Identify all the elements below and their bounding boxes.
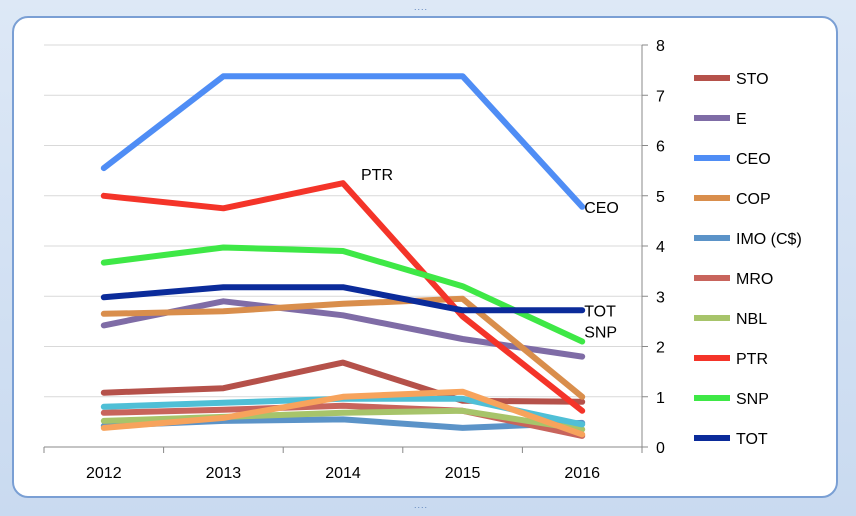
legend-label: E <box>736 111 747 128</box>
y-tick-label: 4 <box>656 239 665 256</box>
y-tick-label: 7 <box>656 88 665 105</box>
annotation-ptr: PTR <box>361 167 393 184</box>
series-line-snp <box>100 244 586 345</box>
legend-label: IMO (C$) <box>736 231 802 248</box>
legend-label: STO <box>736 71 769 88</box>
x-tick-label: 2012 <box>86 465 122 482</box>
legend-label: NBL <box>736 311 767 328</box>
y-tick-label: 1 <box>656 390 665 407</box>
y-tick-label: 8 <box>656 38 665 55</box>
y-tick-label: 6 <box>656 139 665 156</box>
y-tick-label: 0 <box>656 440 665 457</box>
x-tick-label: 2016 <box>564 465 600 482</box>
y-tick-label: 2 <box>656 340 665 357</box>
y-tick-label: 3 <box>656 289 665 306</box>
legend-label: COP <box>736 191 771 208</box>
series-line-ptr <box>100 180 586 414</box>
legend-label: SNP <box>736 391 769 408</box>
annotation-ceo: CEO <box>584 200 619 217</box>
annotation-snp: SNP <box>584 324 617 341</box>
legend-label: MRO <box>736 271 773 288</box>
x-tick-label: 2014 <box>325 465 361 482</box>
resize-handle-top[interactable]: .... <box>414 2 429 12</box>
y-tick-label: 5 <box>656 189 665 206</box>
resize-handle-bottom[interactable]: .... <box>414 500 429 510</box>
series-line-tot <box>100 284 586 314</box>
legend-label: TOT <box>736 431 768 448</box>
legend-label: CEO <box>736 151 771 168</box>
series-line-unlabeled <box>100 388 586 438</box>
x-tick-label: 2015 <box>445 465 481 482</box>
series-line-cop <box>100 295 586 400</box>
x-tick-label: 2013 <box>206 465 242 482</box>
series-line-sto <box>100 359 586 405</box>
series-line-ceo <box>100 73 586 210</box>
line-chart: 0 1 2 3 4 5 6 7 8 2012 2013 2014 2015 2016 PTR CEO TOT SN… <box>43 38 802 482</box>
chart-panel: 0 1 2 3 4 5 6 7 8 2012 2013 2014 2015 2016 PTR CEO TOT SN… <box>12 16 838 498</box>
legend-label: PTR <box>736 351 768 368</box>
annotation-tot: TOT <box>584 303 616 320</box>
